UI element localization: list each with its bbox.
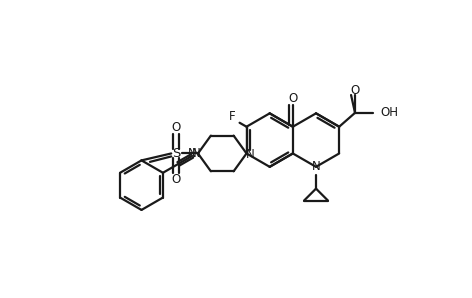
- Text: S: S: [172, 147, 180, 160]
- Text: F: F: [229, 110, 236, 123]
- Text: O: O: [288, 92, 297, 105]
- Text: O: O: [171, 173, 181, 186]
- Text: OH: OH: [381, 106, 399, 119]
- Text: O: O: [171, 121, 181, 134]
- Text: N: N: [188, 147, 196, 160]
- Text: N: N: [246, 148, 255, 161]
- Text: O: O: [350, 83, 360, 97]
- Text: N: N: [192, 147, 201, 160]
- Text: N: N: [312, 160, 320, 173]
